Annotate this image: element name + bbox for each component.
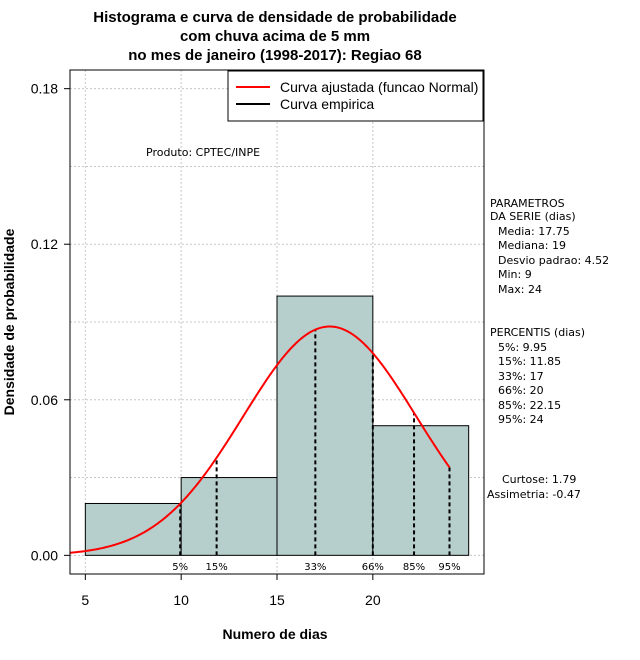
normal-curve [69, 325, 451, 554]
percentis-p15: 15%: 11.85 [498, 355, 561, 368]
histogram-bar [84, 502, 182, 556]
y-axis: 0.00 0.06 0.12 0.18 [31, 81, 70, 563]
percentile-lines [179, 329, 451, 556]
y-tick-label: 0.12 [31, 236, 58, 252]
assimetria-value: Assimetria: -0.47 [487, 488, 581, 501]
percentis-p33: 33%: 17 [498, 370, 544, 383]
x-tick-label: 20 [365, 592, 381, 608]
produto-note: Produto: CPTEC/INPE [146, 146, 260, 159]
histogram-bar [276, 295, 374, 556]
x-tick-label: 5 [81, 592, 89, 608]
chart-title-line-1: Histograma e curva de densidade de proba… [93, 9, 456, 26]
parametros-mediana: Mediana: 19 [498, 239, 566, 252]
parametros-panel: PARAMETROS DA SERIE (dias) Media: 17.75 … [490, 197, 609, 296]
curtose-value: Curtose: 1.79 [502, 473, 576, 486]
parametros-heading-2: DA SERIE (dias) [490, 210, 576, 223]
percentile-labels: 5% 15% 33% 66% 85% 95% [172, 562, 460, 573]
percentis-p95: 95%: 24 [498, 413, 544, 426]
percentile-label: 33% [304, 562, 326, 573]
legend-label-normal: Curva ajustada (funcao Normal) [280, 79, 478, 95]
legend-label-empirical: Curva empirica [280, 96, 374, 112]
parametros-max: Max: 24 [498, 283, 542, 296]
x-axis: 5 10 15 20 [81, 574, 381, 608]
chart-title-line-2: com chuva acima de 5 mm [180, 28, 370, 45]
percentis-heading: PERCENTIS (dias) [490, 326, 585, 339]
percentis-p66: 66%: 20 [498, 384, 544, 397]
histogram-bars [84, 295, 470, 556]
percentis-p5: 5%: 9.95 [498, 341, 547, 354]
y-tick-label: 0.00 [31, 547, 58, 563]
x-tick-label: 10 [173, 592, 189, 608]
percentile-label: 5% [172, 562, 188, 573]
histogram-bar [372, 425, 470, 556]
parametros-desvio: Desvio padrao: 4.52 [498, 254, 609, 267]
y-tick-label: 0.18 [31, 81, 58, 97]
parametros-min: Min: 9 [498, 268, 532, 281]
y-tick-label: 0.06 [31, 392, 58, 408]
y-axis-label: Densidade de probabilidade [1, 228, 17, 415]
x-axis-label: Numero de dias [222, 626, 327, 642]
normal-curve-path [69, 325, 451, 554]
percentile-label: 85% [403, 562, 425, 573]
chart-title-line-3: no mes de janeiro (1998-2017): Regiao 68 [128, 47, 421, 64]
parametros-heading-1: PARAMETROS [490, 197, 565, 210]
legend: Curva ajustada (funcao Normal) Curva emp… [227, 70, 484, 122]
percentile-label: 66% [362, 562, 384, 573]
legend-box [227, 70, 484, 122]
parametros-media: Media: 17.75 [498, 225, 570, 238]
histogram-bar [180, 477, 278, 556]
shape-panel: Curtose: 1.79 Assimetria: -0.47 [487, 473, 581, 501]
x-tick-label: 15 [269, 592, 285, 608]
percentis-p85: 85%: 22.15 [498, 399, 561, 412]
percentile-label: 15% [206, 562, 228, 573]
percentis-panel: PERCENTIS (dias) 5%: 9.95 15%: 11.85 33%… [490, 326, 585, 426]
percentile-label: 95% [438, 562, 460, 573]
